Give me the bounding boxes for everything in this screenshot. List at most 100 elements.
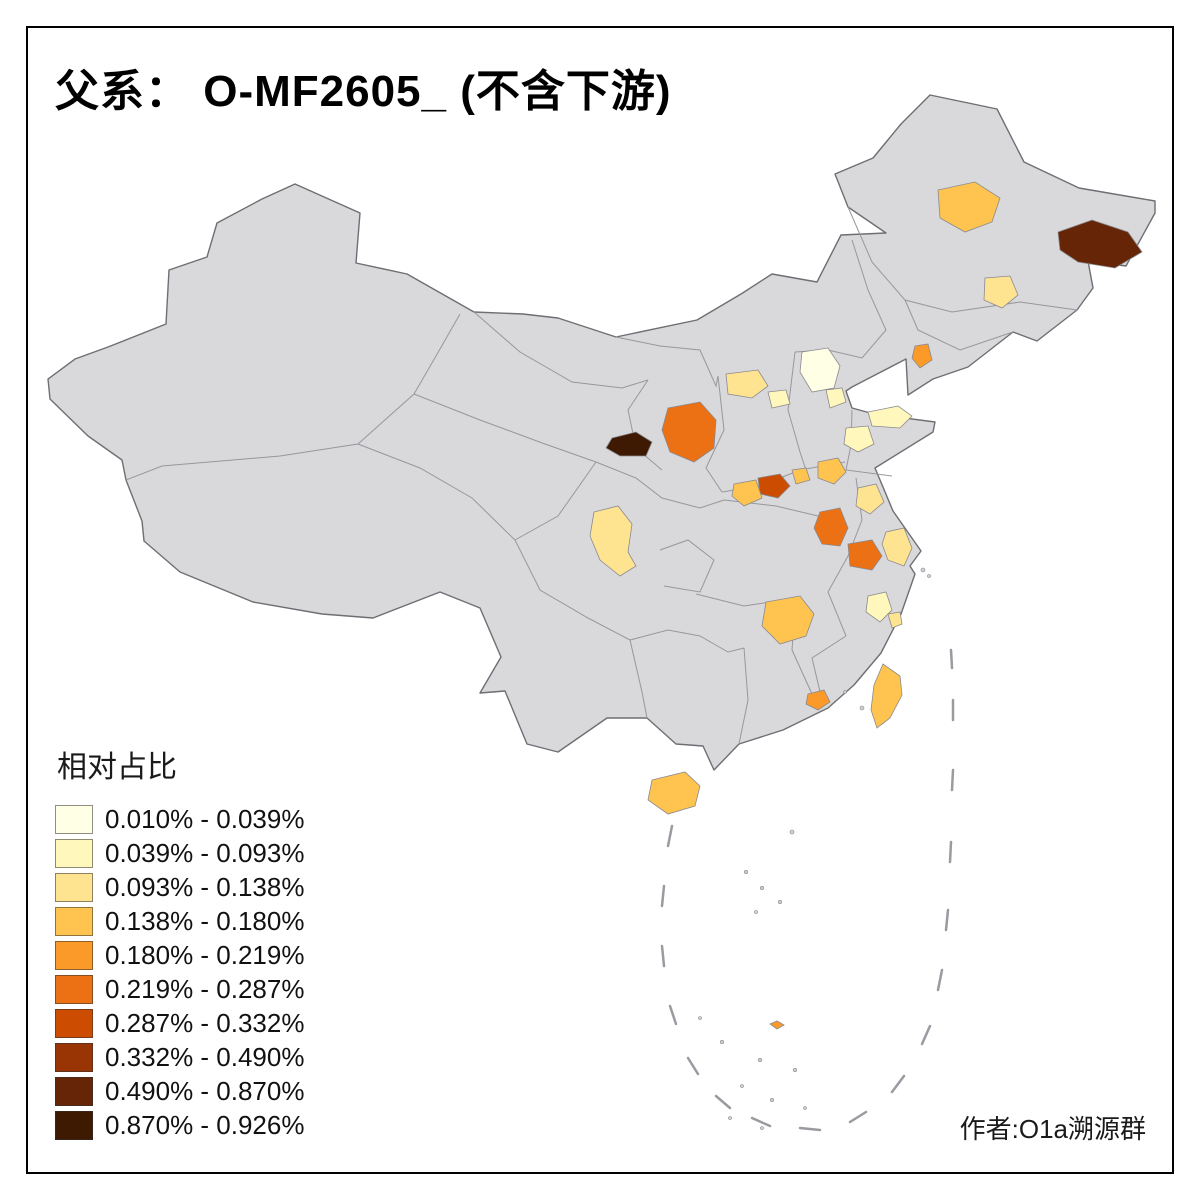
legend-color-swatch [55,1076,93,1106]
province-border [659,539,715,593]
boundary-dash [890,1074,906,1094]
boundary-dash [798,1126,822,1132]
map-region [1057,219,1143,269]
island-dot [859,705,865,711]
island-dot [728,1116,732,1120]
legend-item: 0.180% - 0.219% [55,938,304,972]
island-dot [759,885,764,890]
legend-range-label: 0.332% - 0.490% [105,1041,305,1072]
colored-regions [589,181,1143,1030]
legend-range-label: 0.180% - 0.219% [105,939,305,970]
island-dot [792,1068,797,1073]
province-border [629,629,745,653]
province-border [738,647,749,745]
legend-range-label: 0.287% - 0.332% [105,1007,305,1038]
map-region [799,347,841,393]
map-region [805,689,831,711]
legend-item: 0.490% - 0.870% [55,1074,304,1108]
map-region [867,405,913,429]
province-border [473,311,649,389]
boundary-dash [948,840,953,864]
legend-color-swatch [55,872,93,902]
island-dot [789,829,795,835]
map-region [983,275,1019,309]
island-dot [743,869,748,874]
map-region [887,611,903,629]
legend-color-swatch [55,1042,93,1072]
legend: 相对占比 0.010% - 0.039% 0.039% - 0.093% 0.0… [55,742,304,1142]
legend-item: 0.010% - 0.039% [55,802,304,836]
boundary-dash [714,1094,732,1110]
legend-color-swatch [55,906,93,936]
map-region [825,387,847,409]
map-region [605,431,653,457]
legend-color-swatch [55,838,93,868]
legend-item: 0.138% - 0.180% [55,904,304,938]
legend-range-label: 0.010% - 0.039% [105,803,305,834]
province-border [595,461,725,509]
province-border [514,539,631,641]
map-region [767,389,791,409]
legend-range-label: 0.219% - 0.287% [105,973,305,1004]
map-region [589,505,637,577]
island-dot [719,1040,724,1045]
legend-range-label: 0.093% - 0.138% [105,871,305,902]
province-border [357,313,461,445]
legend-range-label: 0.870% - 0.926% [105,1109,305,1140]
boundary-dash [660,944,666,968]
boundary-dash [920,1024,932,1046]
small-islands [698,567,931,1130]
map-region [865,591,893,623]
province-border [357,443,516,541]
legend-color-swatch [55,1110,93,1140]
province-border [629,639,648,719]
province-border [125,443,359,481]
map-region [855,483,885,515]
boundary-dash [944,908,950,932]
map-region [731,479,763,507]
province-border [413,393,597,463]
boundary-dash [949,648,954,670]
map-title: 父系： O-MF2605_ (不含下游) [55,67,672,116]
island-dot [920,567,926,573]
author-credit: 作者:O1a溯源群 [959,1114,1146,1144]
province-border [615,336,719,388]
legend-item: 0.039% - 0.093% [55,836,304,870]
legend-color-swatch [55,940,93,970]
legend-item: 0.332% - 0.490% [55,1040,304,1074]
legend-range-label: 0.039% - 0.093% [105,837,305,868]
island-dot [754,910,758,914]
province-border [904,299,1014,351]
boundary-dash [686,1056,700,1076]
province-border [705,375,725,493]
boundary-dash [660,884,666,908]
island-dot [777,899,782,904]
island-dot [803,1106,807,1110]
island-dot [760,1126,764,1130]
island-dot [698,1016,702,1020]
map-region [725,369,769,399]
island-dot [927,574,931,578]
map-region [817,457,847,485]
island-dot [740,1084,744,1088]
map-region [843,425,875,453]
legend-title: 相对占比 [57,751,177,784]
legend-color-swatch [55,974,93,1004]
map-region [881,527,913,567]
legend-item: 0.219% - 0.287% [55,972,304,1006]
province-border [847,206,1078,313]
legend-range-label: 0.138% - 0.180% [105,905,305,936]
legend-item: 0.093% - 0.138% [55,870,304,904]
boundary-dash [848,1110,868,1124]
map-region [847,539,883,571]
province-border [514,461,597,541]
island-dot [843,690,847,694]
boundary-dash [750,1116,772,1128]
map-region [791,467,811,485]
map-region [661,401,717,463]
map-region-hainan [647,771,701,815]
legend-color-swatch [55,1008,93,1038]
boundary-dash [950,768,955,792]
